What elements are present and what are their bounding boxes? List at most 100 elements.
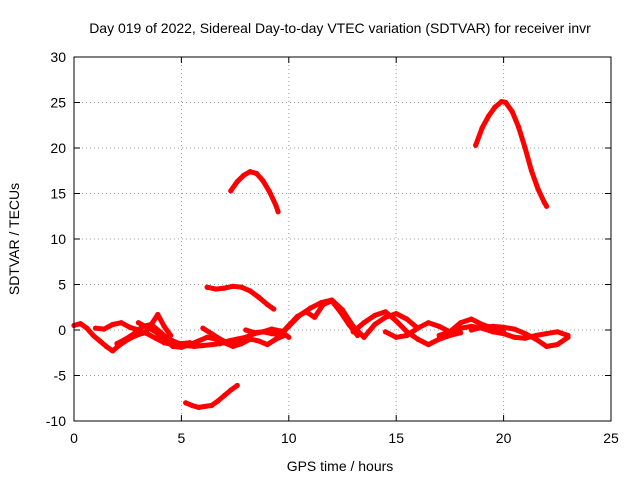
- data-point: [533, 336, 539, 342]
- data-point: [226, 341, 232, 347]
- data-point: [286, 323, 292, 329]
- y-tick-label: 30: [50, 49, 66, 65]
- series-track-high-late: [473, 98, 550, 209]
- data-point: [501, 331, 507, 337]
- series-track-zero-d: [135, 320, 288, 350]
- data-point: [234, 338, 240, 344]
- data-point: [509, 109, 515, 115]
- data-point: [269, 331, 275, 337]
- data-point: [247, 169, 253, 175]
- data-point: [238, 284, 245, 290]
- series-track-zero-g: [275, 297, 421, 340]
- data-point: [393, 334, 399, 340]
- data-point: [498, 98, 505, 105]
- series-track-zero-f: [243, 298, 361, 339]
- data-point: [153, 335, 159, 341]
- series-track-zero-h: [350, 309, 464, 348]
- data-point: [90, 332, 96, 339]
- data-point: [247, 288, 253, 294]
- data-point: [511, 326, 517, 332]
- data-point: [436, 332, 442, 339]
- x-tick-label: 20: [496, 430, 512, 446]
- data-point: [127, 324, 133, 330]
- data-point: [311, 314, 318, 320]
- data-point: [275, 209, 281, 215]
- data-point: [155, 311, 161, 318]
- data-point: [92, 325, 99, 331]
- data-point: [204, 284, 210, 290]
- data-point: [468, 316, 474, 322]
- x-tick-label: 0: [70, 430, 78, 446]
- data-point: [479, 324, 485, 330]
- axis-ticks: 0 5 10 15 20 25 -10 -5 0 5 10 15 20 25 30: [46, 49, 619, 446]
- data-point: [436, 336, 442, 342]
- series-track-five: [204, 283, 277, 312]
- data-point: [84, 325, 90, 331]
- grid-lines: [74, 57, 611, 421]
- data-point: [238, 341, 245, 347]
- data-point: [382, 329, 389, 335]
- data-point: [479, 125, 485, 131]
- data-point: [228, 188, 234, 194]
- data-point: [77, 321, 84, 327]
- data-point: [286, 334, 292, 340]
- data-point: [543, 343, 550, 349]
- data-point: [200, 342, 206, 349]
- data-point: [318, 300, 324, 306]
- data-point: [473, 142, 479, 148]
- data-point: [243, 334, 249, 340]
- data-point: [404, 332, 410, 339]
- data-point: [393, 318, 399, 324]
- data-point: [485, 113, 492, 119]
- data-point: [269, 326, 275, 332]
- data-point: [516, 124, 522, 130]
- data-point: [208, 341, 215, 348]
- data-point: [161, 323, 167, 329]
- y-axis-label: SDTVAR / TECUs: [6, 183, 22, 295]
- data-point: [404, 316, 410, 322]
- x-axis-label: GPS time / hours: [287, 458, 394, 474]
- series-line: [468, 323, 571, 349]
- data-point: [264, 341, 270, 348]
- data-point: [213, 286, 219, 292]
- data-point: [170, 343, 176, 349]
- data-point: [372, 312, 378, 319]
- data-point: [103, 343, 109, 349]
- data-point: [189, 402, 195, 409]
- data-point: [221, 392, 227, 399]
- data-point: [554, 329, 560, 335]
- y-tick-label: -5: [54, 368, 67, 384]
- data-point: [501, 324, 507, 330]
- data-point: [144, 331, 150, 337]
- data-point: [329, 297, 335, 303]
- data-point: [256, 294, 262, 300]
- series-track-high-mid: [228, 169, 281, 215]
- data-point: [144, 324, 150, 330]
- y-tick-label: -10: [46, 413, 66, 429]
- data-point: [251, 330, 258, 336]
- data-point: [135, 320, 142, 326]
- data-point: [468, 327, 474, 333]
- data-point: [253, 170, 260, 177]
- data-point: [372, 321, 378, 328]
- data-point: [535, 186, 541, 192]
- data-point: [200, 325, 206, 331]
- data-point: [174, 340, 180, 346]
- y-tick-label: 25: [50, 95, 66, 111]
- data-point: [522, 331, 528, 337]
- data-point: [393, 311, 399, 317]
- series-track-zero-k: [468, 323, 571, 349]
- data-point: [148, 321, 154, 328]
- data-point: [511, 334, 517, 340]
- chart-title: Day 019 of 2022, Sidereal Day-to-day VTE…: [89, 20, 591, 36]
- data-point: [110, 348, 116, 354]
- data-point: [415, 325, 421, 331]
- data-point: [350, 329, 356, 335]
- y-tick-label: 20: [50, 140, 66, 156]
- data-point: [425, 341, 432, 348]
- data-point: [217, 336, 223, 342]
- data-point: [271, 306, 277, 312]
- data-point: [241, 172, 247, 178]
- data-point: [273, 202, 279, 208]
